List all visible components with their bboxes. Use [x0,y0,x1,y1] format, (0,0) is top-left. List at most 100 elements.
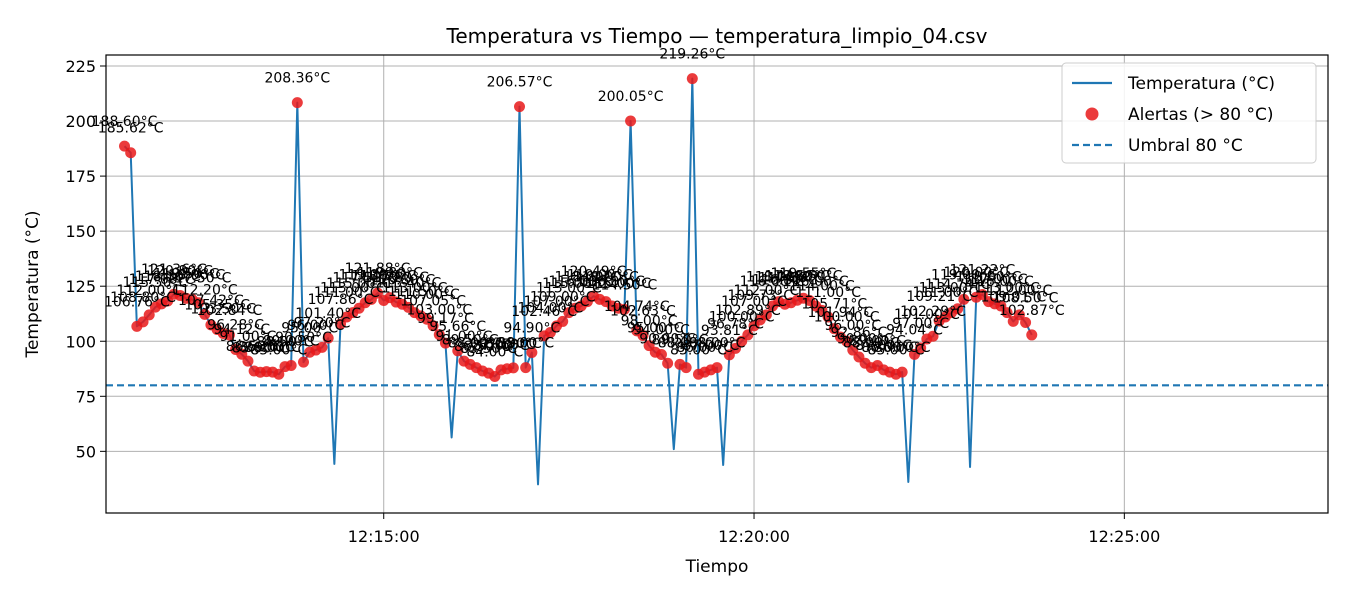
alert-label: 109.73°C [727,288,793,304]
alert-label: 118.60°C [764,268,830,284]
alert-label: 102.46°C [511,304,577,320]
alert-label: 121.88°C [345,261,411,277]
alert-point [760,309,772,321]
alert-label: 121.22°C [950,263,1016,279]
alert-point [507,362,519,374]
alert-label: 86.00°C [861,340,918,356]
alert-annotations-layer: 188.60°C185.62°C106.76°C108.80°C112.00°C… [92,47,1065,361]
alert-label: 118.00°C [746,270,812,286]
alert-label: 84.00°C [466,344,523,360]
legend-alert-swatch [1085,107,1099,121]
alert-label: 116.00°C [968,274,1034,290]
alert-point [958,293,970,305]
alert-label: 206.57°C [487,75,553,91]
alert-point [680,362,692,374]
alert-point [452,345,464,357]
alert-label: 95.00°C [627,320,684,336]
y-tick-label: 125 [65,277,96,296]
alert-label: 120.00°C [943,265,1009,281]
alert-label: 117.80°C [363,270,429,286]
alert-label: 91.00°C [220,329,277,345]
alert-label: 110.00°C [394,287,460,303]
alert-label: 116.00°C [579,274,645,290]
y-tick-label: 200 [65,112,96,131]
alert-point [520,362,532,374]
alert-label: 118.50°C [351,269,417,285]
alert-label: 200.05°C [598,89,664,105]
alert-label: 86.50°C [226,339,283,355]
alert-label: 119.00°C [931,267,997,283]
alert-label: 116.80°C [752,272,818,288]
alert-label: 97.20°C [294,315,351,331]
alert-label: 87.00°C [473,338,530,354]
x-tick-label: 12:15:00 [348,527,420,546]
alert-point [896,366,908,378]
alert-point [1013,309,1025,321]
y-tick-label: 100 [65,332,96,351]
alert-point [316,341,328,353]
alert-label: 116.80°C [369,272,435,288]
alert-label: 89.00°C [849,333,906,349]
alert-label: 94.12°C [213,322,270,338]
alert-label: 117.50°C [332,271,398,287]
alert-label: 89.50°C [442,332,499,348]
alert-label: 102.87°C [999,303,1065,319]
alert-label: 119.00°C [567,267,633,283]
alert-label: 91.00°C [436,329,493,345]
alert-label: 86.50°C [454,339,511,355]
alert-points-layer [119,73,1038,382]
alert-label: 103.00°C [406,303,472,319]
alert-label: 113.00°C [382,281,448,297]
alert-label: 85.00°C [670,342,727,358]
alert-label: 107.86°C [308,292,374,308]
y-tick-label: 75 [76,387,96,406]
alert-label: 117.00°C [962,272,1028,288]
alert-point [1026,329,1038,341]
alert-label: 87.00°C [855,338,912,354]
alert-label: 121.36°C [141,262,207,278]
alert-label: 100.00°C [814,309,880,325]
alert-label: 105.35°C [184,297,250,313]
alert-label: 98.00°C [621,314,678,330]
alert-label: 86.00°C [874,340,931,356]
alert-point [915,342,927,354]
alert-point [199,308,211,320]
x-tick-label: 12:25:00 [1088,527,1160,546]
alert-label: 88.00°C [689,336,746,352]
alert-point [433,329,445,341]
alert-label: 185.62°C [98,121,164,137]
alert-point [618,303,630,315]
legend-item-threshold: Umbral 80 °C [1128,136,1243,156]
alert-point [125,147,137,159]
alert-point [322,332,334,344]
alert-label: 86.00°C [676,340,733,356]
alert-label: 109.00°C [530,289,596,305]
alert-label: 86.00°C [244,340,301,356]
alert-label: 115.00°C [585,276,651,292]
alert-label: 119.00°C [339,267,405,283]
alert-label: 113.00°C [536,281,602,297]
alert-label: 112.00°C [987,283,1053,299]
alert-label: 103.50°C [190,302,256,318]
alert-point [427,320,439,332]
alert-point [662,357,674,369]
alert-label: 104.00°C [517,300,583,316]
alert-label: 107.00°C [721,294,787,310]
plot-frame [105,54,1329,514]
alert-label: 111.50°C [388,284,454,300]
alert-label: 116.00°C [548,274,614,290]
alert-point [822,311,834,323]
alert-label: 109.01°C [980,289,1046,305]
alert-label: 102.29°C [900,304,966,320]
alert-label: 113.00°C [919,281,985,297]
alert-point [297,356,309,368]
alert-label: 88.00°C [658,336,715,352]
legend-box [1061,62,1317,164]
alert-label: 96.78°C [707,316,764,332]
alert-label: 87.90°C [485,336,542,352]
y-tick-label: 150 [65,222,96,241]
alert-label: 107.00°C [524,294,590,310]
alert-label: 109.21°C [906,289,972,305]
alert-label: 105.71°C [801,297,867,313]
alert-label: 188.60°C [92,114,158,130]
